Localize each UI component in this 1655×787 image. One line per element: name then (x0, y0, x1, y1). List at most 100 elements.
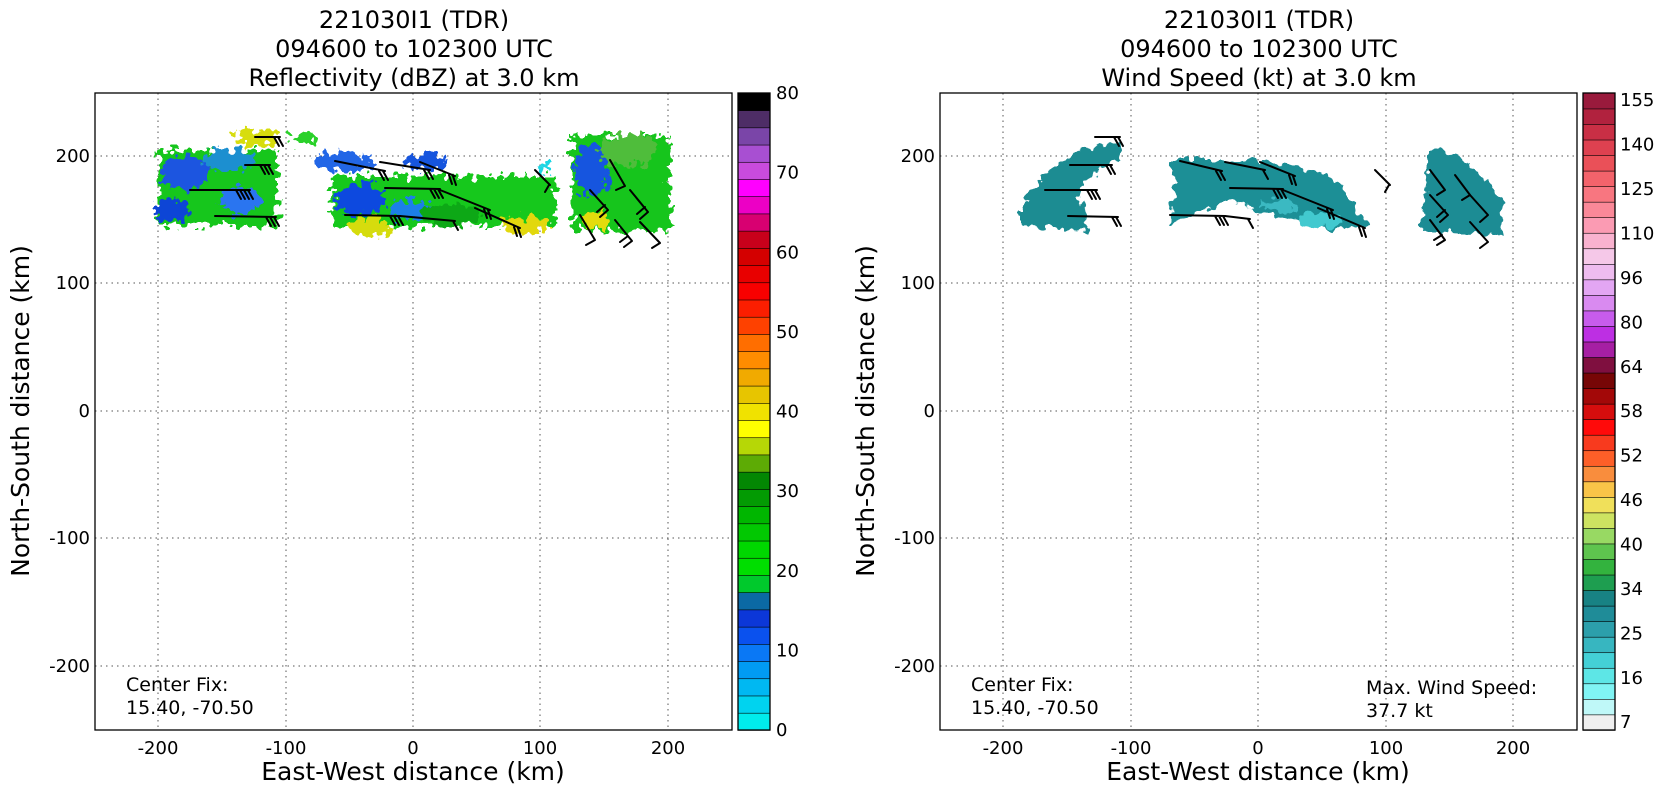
colorbar-segment (737, 368, 771, 387)
colorbar-segment (1582, 248, 1616, 265)
colorbar-tick-label: 40 (1620, 534, 1643, 555)
x-axis: -200 -100 0 100 200 East-West distance (… (138, 738, 686, 786)
colorbar-segment (737, 178, 771, 198)
colorbar-segment (1582, 652, 1616, 669)
y-tick-label: 100 (56, 273, 90, 294)
colorbar-segment (737, 213, 771, 232)
colorbar-segment (737, 144, 771, 163)
colorbar-segment (737, 299, 771, 318)
colorbar-segment (1582, 403, 1616, 420)
colorbar-segment (737, 574, 771, 593)
max-wind-label: Max. Wind Speed: (1366, 677, 1537, 699)
colorbar-segment (1582, 356, 1616, 374)
reflectivity-colorbar (737, 92, 771, 731)
wind-barbs-right (1044, 136, 1489, 249)
colorbar-tick-label: 46 (1620, 490, 1643, 511)
y-tick-label: 100 (901, 273, 935, 294)
colorbar-segment (1582, 543, 1616, 560)
colorbar-segment (1582, 714, 1616, 731)
x-tick-label: 0 (407, 738, 418, 759)
colorbar-segment (1582, 636, 1616, 654)
colorbar-segment (737, 92, 771, 111)
colorbar-segment (1582, 418, 1616, 436)
colorbar-segment (1582, 589, 1616, 607)
colorbar-tick-label: 7 (1620, 712, 1631, 733)
colorbar-segment (737, 471, 771, 490)
colorbar-frame (737, 92, 771, 731)
y-axis-label: North-South distance (km) (6, 245, 35, 577)
colorbar-segment (737, 437, 771, 456)
colorbar-tick-label: 125 (1620, 179, 1654, 200)
colorbar-segment (737, 488, 771, 507)
colorbar-segment (1582, 387, 1616, 405)
colorbar-segment (1582, 170, 1616, 187)
y-tick-label: -100 (894, 528, 935, 549)
x-tick-label: 0 (1252, 738, 1263, 759)
colorbar-segment (1582, 325, 1616, 343)
colorbar-segment (737, 127, 771, 146)
y-tick-label: -100 (49, 528, 90, 549)
x-tick-label: 100 (523, 738, 557, 759)
x-tick-label: -200 (983, 738, 1024, 759)
colorbar-tick-label: 40 (776, 402, 799, 423)
colorbar-segment (1582, 574, 1616, 591)
colorbar-segment (1582, 683, 1616, 700)
colorbar-tick-label: 52 (1620, 446, 1643, 467)
colorbar-segment (1582, 341, 1616, 358)
colorbar-segment (1582, 698, 1616, 716)
colorbar-segment (1582, 620, 1616, 638)
wind-speed-colorbar (1582, 92, 1616, 731)
colorbar-segment (1582, 154, 1616, 172)
colorbar-segment (737, 230, 771, 249)
colorbar-segment (1582, 372, 1616, 389)
x-axis: -200 -100 0 100 200 East-West distance (… (983, 738, 1531, 786)
colorbar-segment (737, 350, 771, 370)
chart-title-line-2: 094600 to 102300 UTC (275, 35, 553, 63)
reflectivity-field (154, 130, 670, 237)
plot-frame (939, 92, 1578, 731)
colorbar-segment (1582, 232, 1616, 250)
y-tick-label: 0 (924, 401, 935, 422)
colorbar-segment (737, 505, 771, 525)
colorbar-tick-label: 96 (1620, 268, 1643, 289)
colorbar-segment (1582, 496, 1616, 514)
wind-barbs-left (189, 136, 661, 249)
y-tick-label: 0 (79, 401, 90, 422)
colorbar-tick-label: 25 (1620, 623, 1643, 644)
chart-title-line-1: 221030I1 (TDR) (1164, 6, 1354, 34)
plot-frame (94, 92, 733, 731)
colorbar-segment (737, 591, 771, 611)
center-fix-value: 15.40, -70.50 (971, 697, 1099, 719)
colorbar-tick-label: 10 (776, 640, 799, 661)
y-tick-label: 200 (56, 146, 90, 167)
colorbar-segment (737, 678, 771, 697)
colorbar-segment (1582, 667, 1616, 685)
colorbar-segment (737, 523, 771, 542)
chart-title-line-2: 094600 to 102300 UTC (1120, 35, 1398, 63)
x-tick-label: -100 (266, 738, 307, 759)
y-tick-label: -200 (49, 656, 90, 677)
x-axis-label: East-West distance (km) (1106, 757, 1410, 786)
colorbar-tick-label: 34 (1620, 579, 1643, 600)
colorbar-segment (737, 402, 771, 421)
chart-title-line-3: Reflectivity (dBZ) at 3.0 km (249, 64, 580, 92)
colorbar-segment (737, 695, 771, 714)
y-axis: 200 100 0 -100 -200 North-South distance… (851, 146, 935, 677)
colorbar-segment (737, 557, 771, 576)
center-fix-label: Center Fix: (971, 674, 1073, 696)
colorbar-segment (737, 316, 771, 335)
colorbar-segment (737, 282, 771, 301)
colorbar-segment (1582, 558, 1616, 576)
colorbar-segment (737, 660, 771, 680)
colorbar-segment (737, 264, 771, 284)
colorbar-tick-label: 64 (1620, 357, 1643, 378)
y-tick-label: -200 (894, 656, 935, 677)
colorbar-segment (1582, 123, 1616, 141)
colorbar-segment (737, 247, 771, 266)
colorbar-segment (737, 196, 771, 215)
colorbar-segment (1582, 450, 1616, 467)
colorbar-segment (737, 333, 771, 352)
reflectivity-colorbar-ticks: 0 10 20 30 40 50 60 70 80 (776, 83, 799, 741)
colorbar-segment (737, 161, 771, 180)
